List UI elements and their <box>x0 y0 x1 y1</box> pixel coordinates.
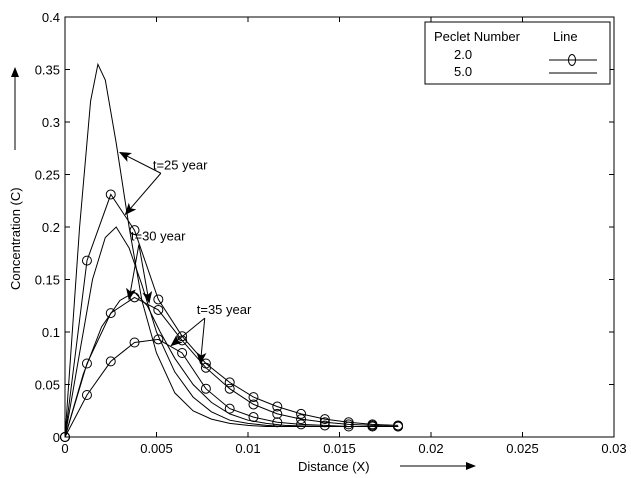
y-tick-label: 0.15 <box>35 273 60 288</box>
y-axis-label: Concentration (C) <box>8 187 23 290</box>
data-point <box>224 383 235 394</box>
y-tick-label: 0.3 <box>42 115 60 130</box>
data-point <box>272 408 283 419</box>
series-line-6 <box>64 291 399 438</box>
data-point <box>272 401 283 412</box>
data-point <box>129 337 140 348</box>
x-tick-label: 0 <box>61 441 68 456</box>
y-axis-ticks: 0 0.05 0.1 0.15 0.2 0.25 0.3 0.35 0.4 <box>35 10 614 445</box>
data-point <box>224 377 235 388</box>
data-point <box>200 383 211 394</box>
annotation-arrow <box>119 151 162 174</box>
series-line-4 <box>64 62 399 438</box>
data-point <box>296 414 307 425</box>
data-point <box>105 356 116 367</box>
annotation-arrow <box>126 244 140 301</box>
annotation-label-1: t=25 year <box>153 157 208 172</box>
annotation-layer: t=25 year t=30 year t=35 year <box>119 151 252 365</box>
data-point <box>319 420 330 431</box>
legend-box <box>424 21 611 85</box>
legend: Peclet Number Line 2.0 5.0 <box>424 21 611 85</box>
y-tick-label: 0.2 <box>42 220 60 235</box>
data-point <box>81 390 92 400</box>
data-point <box>296 419 307 430</box>
annotation-arrow <box>124 172 162 216</box>
data-point <box>248 399 259 410</box>
annotation-arrow <box>138 244 153 304</box>
x-axis-label: Distance (X) <box>298 459 370 474</box>
x-tick-label: 0.025 <box>506 441 539 456</box>
legend-header-peclet: Peclet Number <box>434 29 521 44</box>
data-point <box>248 392 259 403</box>
legend-header-line: Line <box>553 29 578 44</box>
x-tick-label: 0.005 <box>140 441 173 456</box>
legend-entry-label-1: 2.0 <box>454 47 472 62</box>
data-point <box>81 358 92 369</box>
series-layer <box>60 62 404 442</box>
data-point <box>105 308 116 319</box>
series-line-5 <box>64 226 399 438</box>
data-point <box>224 403 235 414</box>
annotation-arrow <box>196 318 207 365</box>
x-axis-ticks: 0 0.005 0.01 0.015 0.02 0.025 0.03 <box>61 17 627 456</box>
legend-marker-1 <box>568 54 576 66</box>
x-tick-label: 0.03 <box>601 441 626 456</box>
x-tick-label: 0.02 <box>418 441 443 456</box>
y-tick-label: 0.05 <box>35 378 60 393</box>
x-tick-label: 0.015 <box>323 441 356 456</box>
data-point <box>81 255 92 266</box>
legend-entry-label-2: 5.0 <box>454 64 472 79</box>
series-line-2 <box>64 296 399 438</box>
annotation-label-2: t=30 year <box>131 229 186 244</box>
data-point <box>153 304 164 315</box>
data-point <box>105 189 116 200</box>
data-point <box>177 348 188 358</box>
y-tick-label: 0 <box>53 430 60 445</box>
annotation-label-3: t=35 year <box>197 302 252 317</box>
data-point <box>153 294 164 305</box>
y-tick-label: 0.1 <box>42 325 60 340</box>
y-tick-label: 0.35 <box>35 63 60 78</box>
data-point <box>296 408 307 419</box>
x-tick-label: 0.01 <box>235 441 260 456</box>
data-point <box>319 414 330 425</box>
annotation-arrow <box>170 317 206 347</box>
y-tick-label: 0.25 <box>35 168 60 183</box>
y-tick-label: 0.4 <box>42 10 60 25</box>
series-line-1 <box>64 193 399 438</box>
